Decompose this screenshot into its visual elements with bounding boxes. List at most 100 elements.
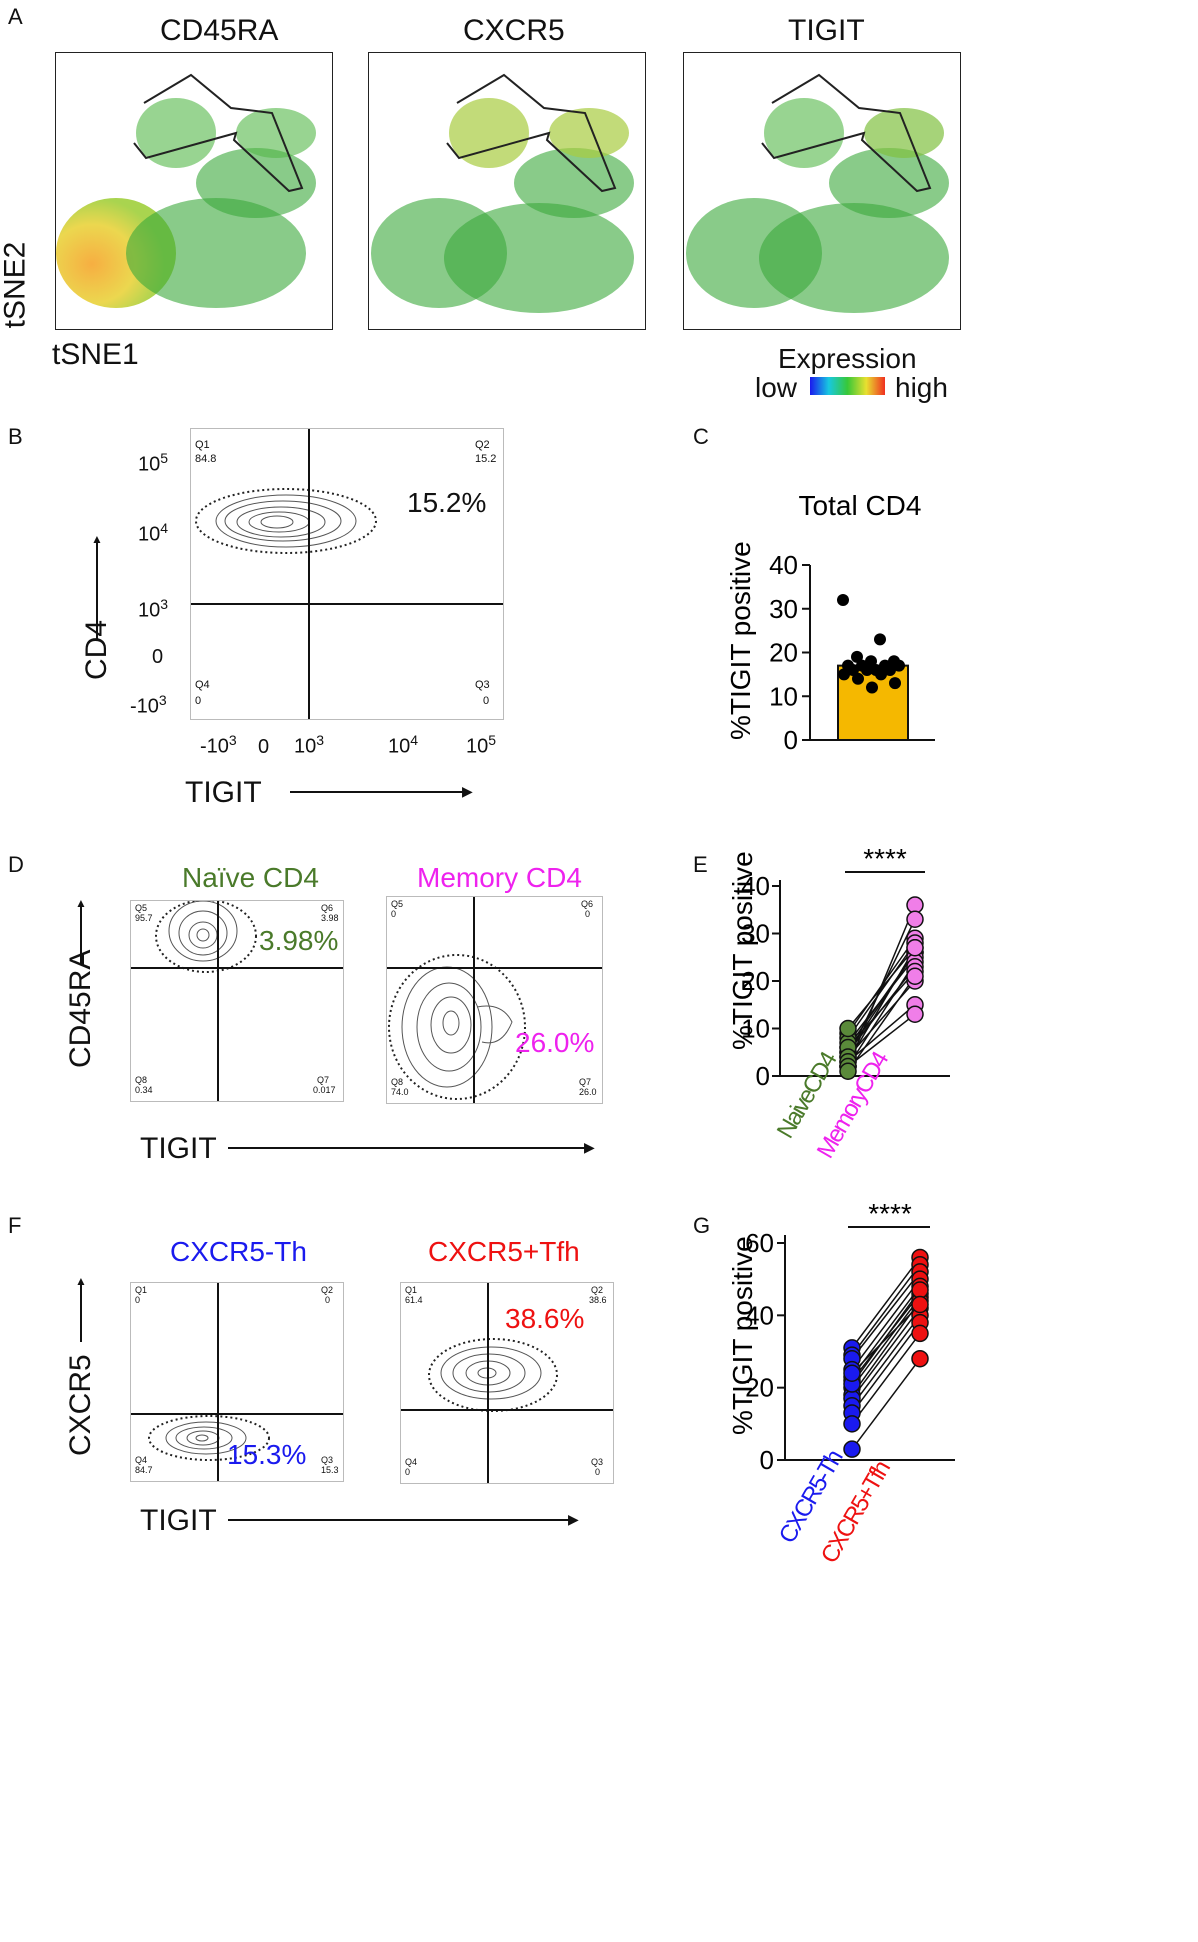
chart-g-ytick-label: 0 (760, 1445, 774, 1475)
tfh-q4-value: 0 (405, 1467, 411, 1477)
naive-q5: Q5 (135, 903, 148, 913)
gate-q1-value: 84.8 (195, 453, 217, 465)
tsne-map-cxcr5 (371, 73, 634, 313)
chart-c-point (851, 650, 863, 663)
panel-label-f: F (8, 1213, 22, 1238)
tick-x-exp4: 4 (410, 732, 419, 748)
chart-e-point-naive (839, 1019, 857, 1038)
th-q1-value: 0 (135, 1295, 141, 1305)
th-q3: Q3 (321, 1455, 334, 1465)
chart-g-pair-line (851, 1271, 921, 1360)
chart-g-pair-line (851, 1289, 921, 1385)
tick-y-10: 10 (138, 453, 161, 476)
chart-g-point-tfh (911, 1324, 929, 1343)
chart-e-pair-line (847, 1004, 916, 1063)
gate-q3-name: Q3 (475, 679, 490, 691)
percent-q2: 15.2% (407, 487, 487, 518)
memory-q7: Q7 (579, 1077, 592, 1087)
chart-c-point (889, 677, 901, 690)
naive-percent: 3.98% (259, 925, 339, 956)
chart-g-point-th (843, 1440, 861, 1458)
tick-x-zero: 0 (258, 736, 270, 758)
chart-e-pair-line (847, 961, 916, 1067)
tick-y-exp3: 3 (158, 692, 167, 708)
chart-e-pair-line (847, 947, 916, 1029)
tsne-ylabel: tSNE2 (0, 241, 32, 329)
chart-c-ytick-label: 10 (769, 681, 798, 711)
x-arrow-line (228, 1147, 588, 1149)
chart-g-point-tfh (911, 1349, 929, 1368)
chart-e-pair-line (847, 956, 916, 1044)
x-arrow-line (290, 791, 465, 793)
tfh-title: CXCR5+Tfh (428, 1236, 580, 1267)
tick-x-ten: 10 (294, 735, 317, 758)
tick-y-10: 10 (138, 599, 161, 622)
panel-label-a: A (8, 4, 23, 29)
gate-q2-name: Q2 (475, 439, 490, 451)
chart-g-ytick-label: 60 (745, 1228, 774, 1258)
chart-c-point (893, 659, 905, 672)
memory-q8: Q8 (391, 1077, 404, 1087)
gate-q4-value: 0 (195, 695, 202, 707)
chart-g-ytick-label: 40 (745, 1300, 774, 1330)
tick-x-ten: 10 (388, 735, 411, 758)
chart-c-ytick-label: 40 (769, 550, 798, 580)
gate-vertical (217, 1283, 219, 1481)
chart-g-ytick-label: 20 (745, 1373, 774, 1403)
th-q2-value: 0 (325, 1295, 331, 1305)
chart-e-pair-line (847, 971, 916, 1048)
tfh-q1-value: 61.4 (405, 1295, 423, 1305)
chart-g-pair-line (851, 1257, 921, 1349)
chart-c-point (838, 668, 850, 681)
gate-vertical (487, 1283, 489, 1483)
tsne-title-cd45ra: CD45RA (160, 14, 279, 47)
x-arrow-head-icon: ▶ (462, 783, 473, 799)
chart-e-pair-line (847, 947, 916, 1063)
tick-y-exp5: 5 (160, 450, 169, 466)
naive-q8: Q8 (135, 1075, 148, 1085)
tfh-q3: Q3 (591, 1457, 604, 1467)
y-arrow-line (96, 540, 98, 640)
gate-horizontal (387, 967, 602, 969)
flow-plot-naive: Q5 95.7 Q6 3.98 Q8 0.34 Q7 0.017 3.98% (130, 899, 344, 1102)
chart-c-point (861, 664, 873, 676)
chart-c: Total CD4 0 10 20 30 40 %TIGIT positive (725, 490, 935, 755)
gate-vertical (217, 901, 219, 1101)
th-q4-value: 84.7 (135, 1465, 153, 1475)
memory-q8-value: 74.0 (391, 1087, 409, 1097)
gate-horizontal (131, 1413, 343, 1415)
legend-colorbar (810, 377, 885, 395)
tick-y-zero: 0 (152, 646, 164, 668)
tsne-map-cd45ra (56, 73, 316, 308)
memory-q5-value: 0 (391, 909, 397, 919)
flow-xlabel-tigit: TIGIT (140, 1504, 217, 1537)
tfh-q1: Q1 (405, 1285, 418, 1295)
tick-x-exp3: 3 (316, 732, 325, 748)
chart-e-pair-line (847, 952, 916, 1053)
legend-low: low (755, 372, 798, 403)
flow-ylabel-cd45ra: CD45RA (64, 949, 97, 1068)
chart-e-pair-line (847, 937, 916, 1034)
legend-title: Expression (778, 343, 917, 374)
tick-y-negten: -10 (130, 695, 159, 718)
gate-horizontal (191, 603, 503, 605)
chart-g-ylabel: %TIGIT positive (727, 1236, 758, 1435)
panel-label-d: D (8, 852, 24, 877)
chart-g-point-tfh (911, 1295, 929, 1314)
flow-xlabel-tigit: TIGIT (185, 776, 262, 809)
contour-th (148, 1415, 270, 1461)
panel-label-c: C (693, 424, 709, 449)
chart-e-ytick-label: 30 (741, 919, 770, 949)
contour-naive (155, 899, 257, 973)
chart-g-pair-line (851, 1322, 921, 1414)
gate-q3-value: 0 (483, 695, 490, 707)
tfh-q3-value: 0 (595, 1467, 601, 1477)
chart-e-pair-line (847, 975, 916, 1072)
chart-c-point (874, 633, 886, 646)
chart-e-ytick-label: 0 (756, 1061, 770, 1091)
th-percent: 15.3% (227, 1439, 307, 1470)
contour-cloud (195, 488, 377, 554)
tick-y-10: 10 (138, 523, 161, 546)
tick-y-exp4: 4 (160, 520, 169, 536)
